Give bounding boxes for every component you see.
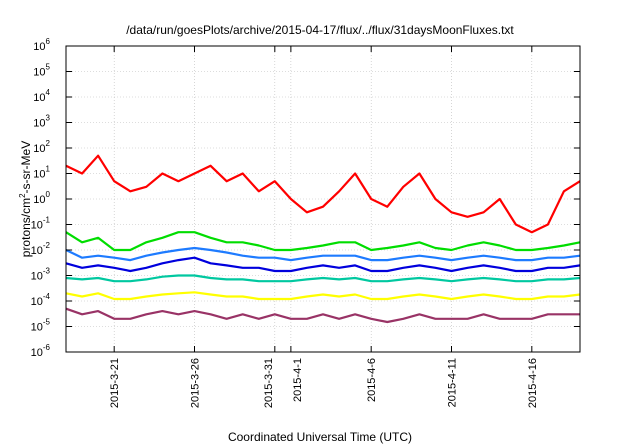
series-line-6: [65, 291, 581, 301]
x-tick-label: 2015-4-11: [447, 358, 459, 407]
y-tick-label: 102: [33, 139, 50, 155]
series-line-5: [65, 274, 581, 283]
y-tick-label: 10-2: [31, 241, 51, 257]
series-line-4: [65, 256, 581, 273]
x-tick-label: 2015-3-21: [109, 358, 121, 408]
x-tick-label: 2015-4-6: [366, 358, 378, 402]
series-lines: [65, 154, 581, 324]
series-line-7: [65, 307, 580, 324]
y-tick-label: 106: [33, 37, 50, 53]
y-tick-label: 10-3: [31, 267, 51, 283]
y-tick-label: 10-4: [31, 292, 51, 308]
y-tick-label: 10-1: [31, 216, 51, 232]
x-tick-label: 2015-4-16: [527, 358, 539, 408]
y-tick-label: 10-6: [31, 343, 51, 359]
x-axis: 2015-3-21 2015-3-26 2015-3-31 2015-4-1 2015-…: [109, 46, 539, 408]
y-tick-label: 104: [33, 88, 50, 104]
y-tick-label: 105: [33, 63, 50, 79]
y-tick-label: 101: [33, 165, 50, 181]
x-tick-label: 2015-4-1: [292, 358, 304, 402]
series-line-1: [65, 154, 581, 234]
y-tick-label: 100: [33, 190, 50, 206]
y-axis: 10-6 10-5 10-4 10-3 10-2 10-1 100 101 102 103 104 1…: [31, 37, 580, 359]
series-line-2: [65, 231, 581, 252]
x-axis-label: Coordinated Universal Time (UTC): [228, 430, 412, 444]
grid-lines: [66, 45, 580, 353]
plot-frame: [65, 45, 581, 353]
y-tick-label: 10-5: [31, 318, 51, 334]
series-line-3: [65, 246, 581, 262]
y-axis-label: protons/cm2-s-sr-MeV: [18, 141, 33, 257]
chart-title: /data/run/goesPlots/archive/2015-04-17/f…: [126, 23, 514, 37]
y-tick-label: 103: [33, 114, 50, 130]
x-tick-label: 2015-3-26: [190, 358, 202, 408]
x-tick-label: 2015-3-31: [263, 358, 275, 408]
